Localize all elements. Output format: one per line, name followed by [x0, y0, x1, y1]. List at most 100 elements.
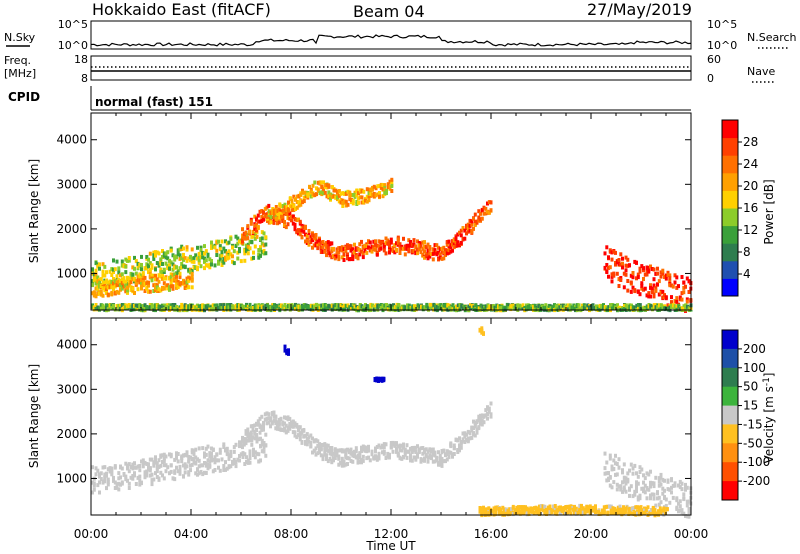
heatmap-cell: [437, 250, 440, 255]
heatmap-cell: [521, 303, 525, 308]
heatmap-cell: [650, 492, 654, 497]
heatmap-cell: [263, 214, 267, 219]
heatmap-cell: [220, 250, 224, 255]
heatmap-cell: [204, 452, 208, 457]
heatmap-cell: [196, 303, 199, 308]
heatmap-cell: [168, 266, 171, 271]
heatmap-cell: [110, 470, 114, 475]
heatmap-cell: [377, 443, 381, 448]
heatmap-cell: [470, 435, 474, 440]
heatmap-cell: [286, 222, 290, 227]
heatmap-cell: [428, 302, 432, 307]
heatmap-cell: [616, 303, 619, 308]
heatmap-cell: [351, 303, 355, 308]
heatmap-cell: [208, 257, 212, 262]
heatmap-cell: [343, 307, 346, 311]
heatmap-cell: [472, 226, 475, 231]
heatmap-cell: [398, 247, 402, 252]
heatmap-cell: [626, 307, 630, 311]
heatmap-cell: [522, 511, 526, 516]
heatmap-cell: [570, 305, 574, 310]
heatmap-cell: [478, 506, 482, 510]
heatmap-cell: [480, 208, 484, 213]
heatmap-cell: [176, 452, 180, 456]
heatmap-cell: [629, 280, 633, 285]
heatmap-cell: [385, 305, 388, 310]
heatmap-cell: [108, 269, 112, 274]
heatmap-cell: [270, 412, 274, 417]
heatmap-cell: [444, 307, 448, 312]
heatmap-cell: [162, 276, 166, 281]
heatmap-cell: [255, 435, 259, 440]
heatmap-cell: [649, 283, 652, 288]
heatmap-cell: [189, 267, 192, 272]
heatmap-cell: [680, 275, 684, 279]
colorbar-segment: [722, 137, 738, 156]
heatmap-cell: [175, 307, 178, 312]
heatmap-cell: [92, 487, 96, 492]
heatmap-cell: [143, 460, 147, 465]
heatmap-cell: [203, 470, 206, 475]
heatmap-cell: [682, 304, 686, 309]
beam-title: Beam 04: [353, 2, 425, 21]
heatmap-cell: [150, 457, 154, 462]
heatmap-cell: [454, 438, 458, 442]
heatmap-cell: [332, 194, 336, 199]
heatmap-cell: [276, 216, 280, 221]
heatmap-cell: [628, 487, 631, 492]
heatmap-cell: [187, 459, 191, 464]
heatmap-cell: [131, 277, 135, 282]
heatmap-cell: [388, 240, 391, 245]
heatmap-cell: [621, 480, 624, 485]
heatmap-cell: [162, 476, 166, 481]
heatmap-cell: [248, 460, 252, 465]
heatmap-cell: [133, 266, 136, 271]
heatmap-cell: [253, 244, 257, 249]
heatmap-cell: [171, 286, 175, 291]
heatmap-cell: [222, 246, 226, 251]
heatmap-cell: [433, 250, 437, 255]
heatmap-cell: [343, 191, 346, 196]
heatmap-cell: [152, 274, 156, 279]
heatmap-cell: [642, 489, 645, 494]
heatmap-cell: [484, 408, 488, 413]
heatmap-cell: [319, 245, 323, 250]
heatmap-cell: [666, 273, 670, 277]
heatmap-cell: [434, 303, 437, 308]
heatmap-cell: [420, 305, 423, 310]
heatmap-cell: [299, 202, 303, 207]
heatmap-cell: [511, 512, 515, 517]
heatmap-cell: [675, 498, 679, 503]
heatmap-cell: [126, 275, 129, 280]
heatmap-cell: [486, 412, 489, 416]
heatmap-cell: [414, 455, 418, 460]
heatmap-cell: [225, 446, 229, 451]
heatmap-cell: [150, 265, 154, 270]
heatmap-cell: [185, 464, 189, 469]
heatmap-cell: [295, 304, 299, 309]
heatmap-cell: [330, 460, 334, 465]
heatmap-cell: [340, 255, 344, 260]
heatmap-cell: [187, 285, 191, 290]
heatmap-cell: [168, 263, 171, 268]
heatmap-cell: [273, 212, 276, 217]
heatmap-cell: [206, 458, 210, 463]
heatmap-cell: [302, 199, 306, 204]
heatmap-cell: [260, 304, 264, 309]
heatmap-cell: [119, 287, 122, 292]
heatmap-cell: [276, 304, 280, 309]
heatmap-cell: [626, 263, 630, 268]
colorbar-segment: [722, 443, 738, 463]
heatmap-cell: [670, 477, 673, 482]
heatmap-cell: [115, 304, 119, 308]
heatmap-cell: [157, 477, 161, 482]
heatmap-cell: [489, 401, 493, 406]
heatmap-cell: [147, 257, 150, 262]
heatmap-cell: [276, 426, 279, 431]
heatmap-cell: [283, 428, 286, 433]
heatmap-cell: [472, 426, 475, 430]
heatmap-cell: [295, 435, 299, 440]
heatmap-cell: [474, 303, 478, 308]
heatmap-cell: [256, 213, 260, 218]
